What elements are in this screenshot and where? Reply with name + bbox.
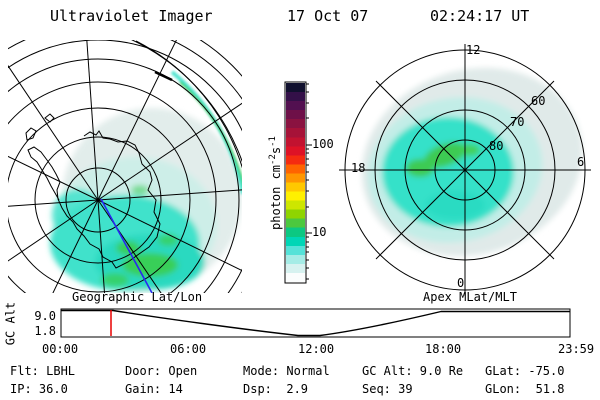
status-glat: GLat: -75.0: [485, 364, 565, 378]
colorbar-tick-marks: [306, 83, 312, 280]
status-door: Door: Open: [125, 364, 198, 378]
colorbar-tick-label-100: 100: [312, 137, 334, 151]
mlt-label-6: 6: [577, 155, 585, 169]
status-ip: IP: 36.0: [10, 382, 68, 396]
unit-exp-2: -1: [268, 136, 278, 147]
unit-mid: s: [269, 146, 283, 155]
mlt-label-12: 12: [466, 43, 481, 57]
mlat-label-60: 60: [531, 94, 546, 108]
title-instrument: Ultraviolet Imager: [50, 7, 213, 25]
status-dsp: Dsp: 2.9: [243, 382, 309, 396]
geographic-map-panel: [8, 40, 242, 293]
status-gain: Gain: 14: [125, 382, 183, 396]
meridian-grid: [8, 40, 242, 293]
right-plot-caption: Apex MLat/MLT: [423, 290, 517, 304]
colorbar-unit-label: photon cm-2s-1: [267, 123, 283, 243]
colorbar-tick-label-10: 10: [312, 225, 327, 239]
auroral-emission-right: [361, 67, 583, 257]
orbit-xtick-1200: 12:00: [298, 342, 335, 356]
mlt-spokes: [339, 44, 591, 296]
colorbar-frame: [284, 81, 312, 284]
colorbar-gradient: [286, 83, 305, 282]
mlat-label-80: 80: [489, 139, 504, 153]
auroral-emission-left: [50, 108, 242, 293]
status-mode: Mode: Normal: [243, 364, 330, 378]
antarctica-coastline: [25, 70, 173, 269]
status-glon: GLon: 51.8: [485, 382, 565, 396]
title-date: 17 Oct 07: [287, 7, 369, 25]
orbit-xtick-2359: 23:59: [558, 342, 595, 356]
satellite-track-line: [100, 198, 153, 293]
mlt-label-18: 18: [351, 161, 366, 175]
title-time: 02:24:17 UT: [430, 7, 530, 25]
status-gcalt: GC Alt: 9.0 Re: [362, 364, 464, 378]
status-flt: Flt: LBHL: [10, 364, 76, 378]
earth-limb-arcs: [130, 40, 242, 293]
orbit-xtick-0600: 06:00: [170, 342, 207, 356]
apex-polar-panel: [339, 44, 591, 296]
left-map-caption: Geographic Lat/Lon: [72, 290, 203, 304]
mlt-label-0: 0: [457, 276, 465, 290]
orbit-xtick-1800: 18:00: [425, 342, 462, 356]
latitude-grid: [8, 40, 242, 293]
orbit-xtick-0000: 00:00: [42, 342, 79, 356]
mlat-label-70: 70: [510, 115, 525, 129]
orbit-ytick-9: 9.0: [34, 309, 56, 323]
status-seq: Seq: 39: [362, 382, 413, 396]
orbit-curve: [61, 309, 570, 337]
orbit-altitude-plot: [60, 308, 571, 338]
unit-base: photon cm: [269, 164, 283, 230]
unit-exp-1: -2: [268, 154, 278, 165]
orbit-y-axis-label: GC Alt: [3, 301, 18, 346]
orbit-ytick-1-8: 1.8: [34, 324, 56, 338]
